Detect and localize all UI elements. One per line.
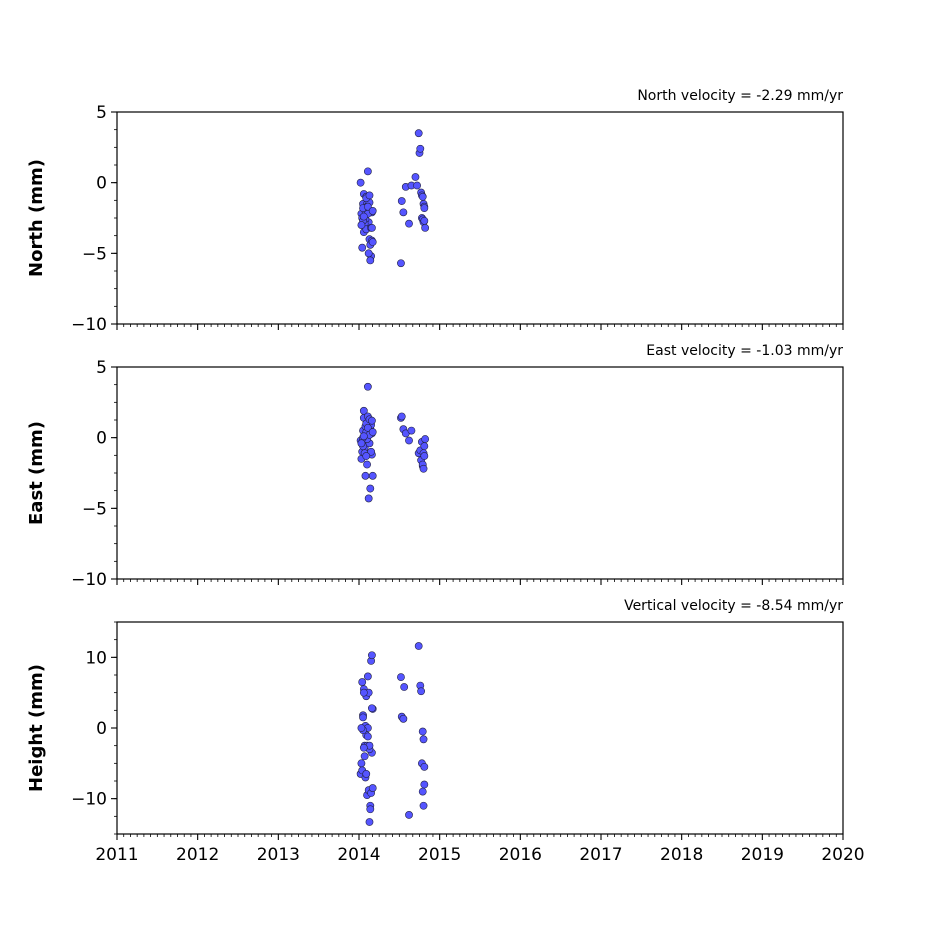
data-point	[360, 752, 369, 761]
data-point	[368, 428, 377, 436]
x-tick-label: 2019	[741, 845, 784, 865]
data-point	[366, 805, 375, 814]
y-tick-label: −10	[71, 570, 107, 590]
data-point	[358, 678, 367, 686]
data-point	[413, 181, 421, 190]
y-tick-label: −5	[82, 244, 107, 264]
data-point	[368, 207, 377, 215]
x-tick-label: 2013	[257, 845, 300, 865]
data-point	[368, 471, 377, 480]
data-point	[418, 787, 427, 796]
data-point	[359, 432, 368, 441]
y-tick-label: 0	[96, 174, 107, 194]
data-point	[400, 683, 409, 691]
data-point	[363, 732, 372, 741]
y-tick-label: 0	[96, 719, 107, 739]
y-tick-label: 5	[96, 103, 107, 123]
data-point	[363, 167, 372, 176]
height-panel: 10 0 −10 2011 2012 2013 2014 2015 2016 2017 2018 20…	[26, 598, 865, 865]
x-tick-label: 2014	[337, 845, 380, 865]
data-point	[420, 762, 429, 771]
data-point	[364, 249, 373, 258]
data-point	[357, 439, 366, 448]
vertical-velocity-title: Vertical velocity = -8.54 mm/yr	[624, 598, 843, 614]
data-point	[365, 818, 374, 826]
data-point	[358, 243, 367, 252]
data-point	[407, 426, 416, 435]
data-point	[362, 452, 371, 460]
data-point	[362, 770, 371, 778]
data-point	[368, 238, 377, 246]
data-point	[414, 642, 423, 650]
data-point	[405, 811, 413, 819]
data-point	[399, 208, 408, 217]
data-point	[420, 442, 429, 451]
north-velocity-title: North velocity = -2.29 mm/yr	[637, 88, 843, 104]
data-point	[368, 784, 377, 792]
data-point	[420, 216, 429, 225]
data-point	[368, 223, 376, 232]
data-point	[366, 484, 375, 493]
x-tick-label: 2016	[499, 845, 542, 865]
data-point	[359, 212, 368, 221]
x-tick-label: 2015	[418, 845, 461, 865]
data-point	[364, 494, 373, 503]
y-tick-label: 5	[96, 358, 107, 378]
x-tick-label: 2020	[821, 845, 864, 865]
east-panel: 5 0 −5 −10 East velocity = -1.03 mm/yr East (…	[26, 343, 844, 590]
data-point	[368, 416, 376, 425]
north-panel: 5 0 −5 −10 North velocity = -2.29 mm/yr North…	[26, 88, 844, 335]
y-tick-label: 0	[96, 429, 107, 449]
data-point	[368, 704, 376, 713]
data-point	[405, 219, 413, 228]
data-point	[365, 191, 374, 200]
data-point	[363, 460, 371, 469]
data-point	[359, 713, 367, 722]
east-velocity-title: East velocity = -1.03 mm/yr	[646, 343, 843, 359]
x-tick-label: 2012	[176, 845, 219, 865]
data-point	[357, 759, 366, 768]
data-point	[418, 192, 427, 201]
data-point	[397, 197, 406, 205]
east-ylabel: East (mm)	[26, 421, 47, 525]
data-point	[359, 743, 368, 752]
data-point	[363, 382, 372, 391]
y-tick-label: −10	[71, 790, 107, 810]
data-point	[420, 452, 429, 460]
data-point	[399, 714, 408, 723]
data-point	[368, 651, 376, 660]
data-point	[405, 436, 413, 445]
y-tick-label: −5	[82, 499, 107, 519]
data-point	[420, 780, 429, 789]
data-point	[359, 688, 368, 697]
y-tick-label: 10	[85, 648, 107, 668]
data-point	[416, 144, 425, 153]
data-point	[417, 687, 426, 696]
data-point	[414, 129, 423, 138]
data-point	[418, 727, 427, 736]
data-point	[366, 256, 375, 265]
data-point	[363, 672, 372, 681]
data-point	[361, 471, 370, 480]
data-point	[357, 221, 366, 229]
y-tick-label: −10	[71, 315, 107, 335]
data-point	[356, 178, 365, 187]
north-ylabel: North (mm)	[26, 159, 47, 277]
height-ylabel: Height (mm)	[26, 664, 47, 792]
data-point	[421, 435, 430, 443]
data-point	[419, 464, 428, 473]
x-tick-label: 2018	[660, 845, 703, 865]
data-point	[419, 735, 428, 744]
data-point	[420, 204, 429, 213]
x-tick-label: 2017	[579, 845, 622, 865]
data-point	[411, 173, 420, 181]
x-tick-label: 2011	[95, 845, 138, 865]
data-point	[421, 223, 430, 232]
data-point	[419, 801, 428, 810]
data-point	[397, 673, 405, 682]
data-point	[397, 259, 405, 268]
data-point	[397, 412, 406, 421]
data-point	[357, 724, 366, 732]
